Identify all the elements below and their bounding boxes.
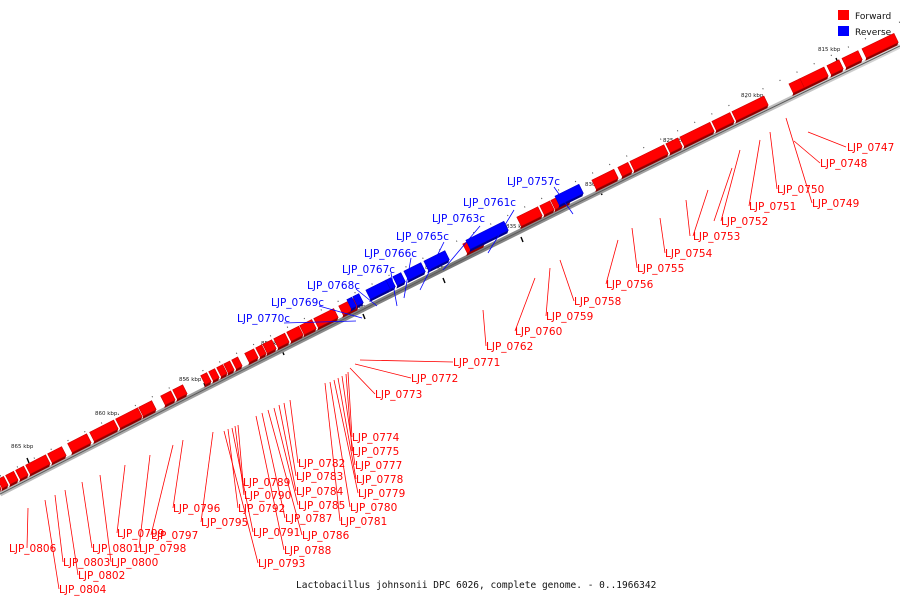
gene-label[interactable]: LJP_0799 — [117, 528, 164, 540]
gene-label[interactable]: LJP_0753 — [693, 231, 740, 243]
gene-label[interactable]: LJP_0757c — [507, 176, 560, 188]
leader-line — [173, 440, 183, 508]
gene-label[interactable]: LJP_0800 — [111, 557, 158, 569]
gene-label[interactable]: LJP_0802 — [78, 570, 125, 582]
gene-labels: LJP_0747 LJP_0748 LJP_0749 LJP_0750 LJP_… — [9, 142, 894, 596]
gene-label[interactable]: LJP_0754 — [665, 248, 713, 260]
gene-label[interactable]: LJP_0750 — [777, 184, 824, 196]
leader-line — [749, 140, 760, 206]
leader-line — [228, 429, 238, 508]
genome-map: 815 kbp 820 kbp 825 kbp 830 kbp 835 kbp … — [0, 0, 900, 600]
gene-label[interactable]: LJP_0755 — [637, 263, 684, 275]
leader-line — [560, 260, 574, 301]
gene-label[interactable]: LJP_0777 — [355, 460, 402, 472]
leader-line — [82, 482, 92, 548]
gene-label[interactable]: LJP_0792 — [238, 503, 285, 515]
label-leader-lines — [27, 118, 846, 589]
tick-label: 865 kbp — [11, 444, 34, 450]
leader-line — [117, 465, 125, 533]
gene-label[interactable]: LJP_0772 — [411, 373, 458, 385]
gene-label[interactable]: LJP_0786 — [302, 530, 350, 542]
tick-label: 815 kbp — [818, 47, 841, 53]
gene-label[interactable]: LJP_0763c — [432, 213, 485, 225]
gene-label[interactable]: LJP_0748 — [820, 158, 867, 170]
tick-marks: 815 kbp 820 kbp 825 kbp 830 kbp 835 kbp … — [11, 47, 841, 463]
reverse-swatch — [838, 26, 849, 36]
gene-label[interactable]: LJP_0762 — [486, 341, 533, 353]
leader-line — [606, 240, 618, 284]
leader-line — [27, 508, 28, 548]
tick-label: 855 kbp — [179, 377, 202, 383]
leader-line — [360, 360, 453, 362]
legend-forward[interactable]: Forward — [838, 10, 891, 22]
gene-label[interactable]: LJP_0789 — [243, 477, 290, 489]
gene-label[interactable]: LJP_0798 — [139, 543, 186, 555]
gene-label[interactable]: LJP_0804 — [59, 584, 107, 596]
leader-line — [515, 278, 535, 331]
leader-line — [151, 445, 173, 535]
leader-line — [546, 268, 550, 316]
gene-label[interactable]: LJP_0779 — [358, 488, 405, 500]
leader-line — [808, 132, 846, 147]
gene-label[interactable]: LJP_0796 — [173, 503, 221, 515]
gene-label[interactable]: LJP_0769c — [271, 297, 324, 309]
gene-label[interactable]: LJP_0778 — [356, 474, 403, 486]
map-caption: Lactobacillus johnsonii DPC 6026, comple… — [296, 580, 656, 591]
gene-label[interactable]: LJP_0771 — [453, 357, 500, 369]
legend-reverse[interactable]: Reverse — [838, 26, 892, 38]
gene-label[interactable]: LJP_0791 — [253, 527, 300, 539]
forward-swatch — [838, 10, 849, 20]
gene-label[interactable]: LJP_0758 — [574, 296, 621, 308]
gene-label[interactable]: LJP_0768c — [307, 280, 360, 292]
leader-line — [290, 400, 298, 463]
leader-line — [632, 228, 637, 268]
gene-label[interactable]: LJP_0747 — [847, 142, 894, 154]
gene-label[interactable]: LJP_0756 — [606, 279, 654, 291]
dotted-scale-arc — [0, 22, 900, 476]
legend-forward-label: Forward — [855, 12, 891, 22]
leader-line — [794, 141, 820, 163]
gene-label[interactable]: LJP_0787 — [285, 513, 332, 525]
genome-backbone — [0, 46, 900, 494]
gene-label[interactable]: LJP_0760 — [515, 326, 562, 338]
gene-label[interactable]: LJP_0803 — [63, 557, 110, 569]
gene-label[interactable]: LJP_0783 — [296, 471, 343, 483]
gene-label[interactable]: LJP_0765c — [396, 231, 449, 243]
gene-label[interactable]: LJP_0793 — [258, 558, 305, 570]
gene-label[interactable]: LJP_0759 — [546, 311, 593, 323]
gene-label[interactable]: LJP_0775 — [352, 446, 399, 458]
gene-label[interactable]: LJP_0761c — [463, 197, 516, 209]
leader-line — [355, 364, 411, 378]
gene-label[interactable]: LJP_0782 — [298, 458, 345, 470]
gene-label[interactable]: LJP_0795 — [201, 517, 248, 529]
gene-label[interactable]: LJP_0774 — [352, 432, 400, 444]
gene-label[interactable]: LJP_0770c — [237, 313, 290, 325]
tick-865: 865 kbp — [11, 444, 34, 463]
leader-line — [721, 150, 740, 221]
gene-label[interactable]: LJP_0788 — [284, 545, 331, 557]
gene-label[interactable]: LJP_0767c — [342, 264, 395, 276]
legend-reverse-label: Reverse — [855, 28, 892, 38]
leader-line — [770, 132, 777, 189]
leader-line — [350, 368, 375, 394]
gene-label[interactable]: LJP_0780 — [350, 502, 397, 514]
gene-label[interactable]: LJP_0773 — [375, 389, 422, 401]
gene-label[interactable]: LJP_0766c — [364, 248, 417, 260]
gene-label[interactable]: LJP_0801 — [92, 543, 139, 555]
gene-label[interactable]: LJP_0784 — [296, 486, 344, 498]
gene-label[interactable]: LJP_0785 — [298, 500, 345, 512]
leader-line — [686, 200, 690, 236]
tick-label: 860 kbp — [95, 411, 118, 417]
gene-label[interactable]: LJP_0806 — [9, 543, 57, 555]
gene-label[interactable]: LJP_0790 — [244, 490, 291, 502]
legend: Forward Reverse — [838, 10, 892, 38]
gene-label[interactable]: LJP_0749 — [812, 198, 859, 210]
gene-label[interactable]: LJP_0752 — [721, 216, 768, 228]
gene-label[interactable]: LJP_0751 — [749, 201, 796, 213]
leader-line — [693, 190, 708, 236]
gene-label[interactable]: LJP_0781 — [340, 516, 387, 528]
